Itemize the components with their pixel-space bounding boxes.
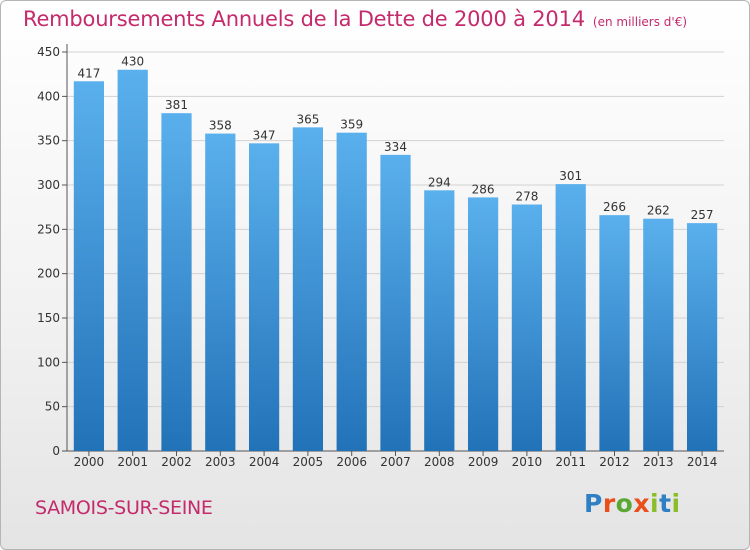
bars [73, 69, 718, 452]
value-label: 278 [515, 190, 538, 204]
y-tick-label: 450 [37, 45, 60, 59]
bar-2009 [467, 197, 499, 451]
value-label: 359 [340, 118, 363, 132]
value-label: 334 [384, 140, 407, 154]
chart-unit-label: (en milliers d'€) [592, 15, 688, 29]
value-label: 365 [296, 112, 319, 126]
bar-2002 [161, 113, 192, 452]
x-tick-label: 2009 [468, 455, 499, 469]
chart-title-text: Remboursements Annuels de la Dette de 20… [23, 7, 585, 31]
x-tick-label: 2001 [117, 455, 148, 469]
proxiti-logo: Proxiti [584, 489, 681, 518]
logo-letter: x [633, 489, 650, 518]
logo-letter: o [615, 489, 634, 518]
y-tick-label: 300 [37, 178, 60, 192]
x-tick-label: 2006 [336, 455, 367, 469]
bar-2008 [424, 190, 455, 451]
x-tick-label: 2013 [643, 455, 674, 469]
logo-letter: P [584, 489, 603, 518]
value-label: 294 [428, 175, 451, 189]
bar-2004 [248, 143, 280, 451]
bar-2006 [336, 132, 367, 452]
bar-2010 [511, 204, 543, 451]
logo-letter: i [650, 489, 660, 518]
value-label: 347 [253, 128, 276, 142]
value-label: 381 [165, 98, 188, 112]
bar-2013 [643, 218, 674, 451]
y-tick-label: 50 [45, 400, 60, 414]
value-label: 257 [691, 208, 714, 222]
bar-2003 [205, 133, 236, 451]
x-tick-label: 2003 [205, 455, 236, 469]
bar-2014 [686, 223, 718, 451]
x-tick-label: 2000 [74, 455, 105, 469]
x-tick-label: 2012 [599, 455, 630, 469]
logo-letter: i [671, 489, 681, 518]
logo-letter: r [602, 489, 616, 518]
x-tick-label: 2002 [161, 455, 192, 469]
y-tick-label: 0 [52, 444, 60, 458]
x-tick-label: 2010 [512, 455, 543, 469]
bar-2011 [555, 184, 586, 451]
y-tick-label: 200 [37, 267, 60, 281]
bar-2000 [73, 81, 105, 451]
y-tick-label: 100 [37, 355, 60, 369]
x-tick-label: 2008 [424, 455, 455, 469]
y-tick-label: 350 [37, 134, 60, 148]
value-label: 286 [472, 182, 495, 196]
value-label: 301 [559, 169, 582, 183]
bar-2007 [380, 154, 411, 451]
value-label: 430 [121, 55, 144, 69]
logo-letter: t [659, 489, 672, 518]
x-tick-label: 2005 [293, 455, 324, 469]
value-label: 266 [603, 200, 626, 214]
value-label: 262 [647, 204, 670, 218]
value-label: 358 [209, 119, 232, 133]
x-tick-label: 2007 [380, 455, 411, 469]
x-tick-label: 2014 [687, 455, 718, 469]
y-tick-label: 150 [37, 311, 60, 325]
bar-2012 [599, 215, 630, 451]
value-label: 417 [77, 66, 100, 80]
bar-2005 [292, 127, 324, 451]
bar-2001 [117, 69, 148, 451]
labels: 0 50 100 150 200 250 300 350 400 450 417 2000 430 200… [37, 45, 717, 469]
chart-title: Remboursements Annuels de la Dette de 20… [23, 7, 687, 31]
x-tick-label: 2004 [249, 455, 280, 469]
x-tick-label: 2011 [555, 455, 586, 469]
y-tick-label: 250 [37, 222, 60, 236]
y-tick-label: 400 [37, 89, 60, 103]
commune-name: SAMOIS-SUR-SEINE [35, 497, 213, 519]
